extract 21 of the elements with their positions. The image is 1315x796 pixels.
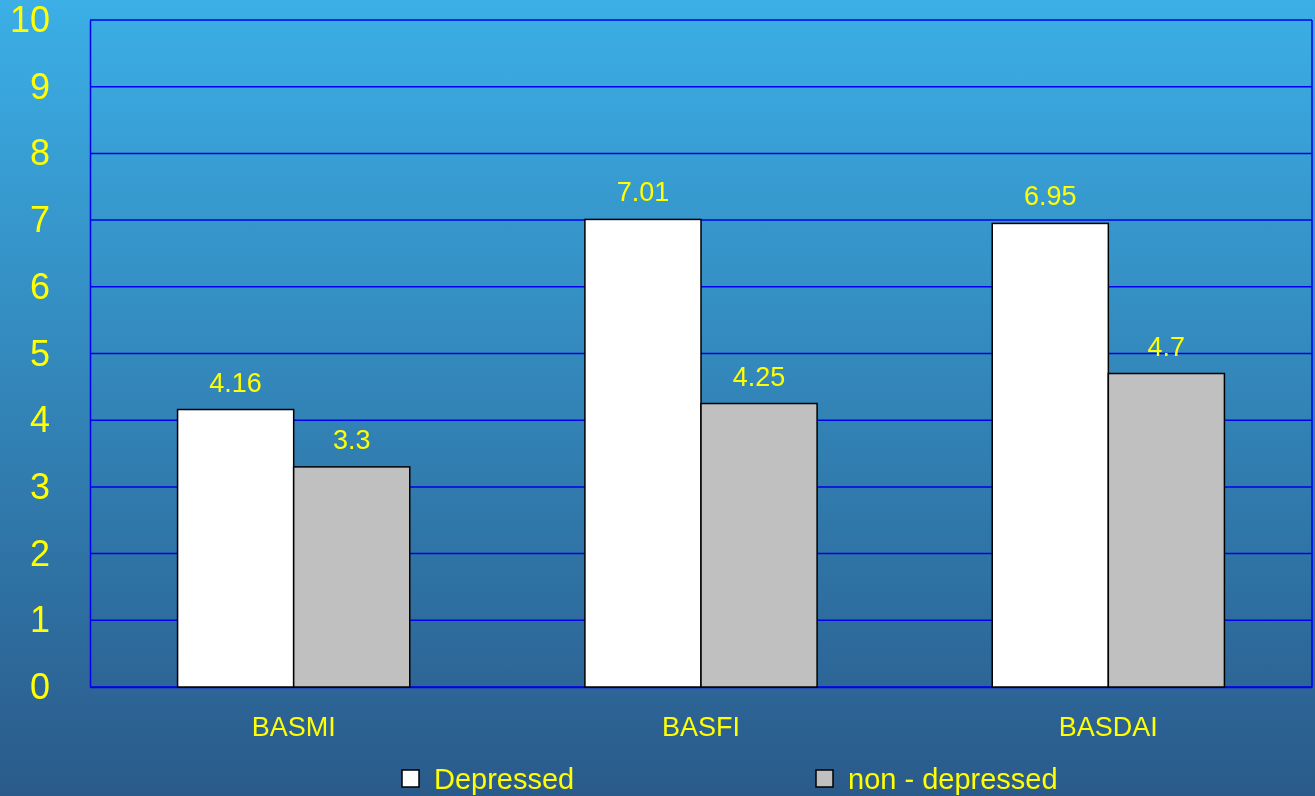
y-tick-label: 6: [29, 265, 50, 307]
data-label: 4.16: [209, 367, 262, 398]
y-tick-label: 0: [29, 666, 50, 708]
data-label: 6.95: [1024, 181, 1077, 212]
y-tick-label: 4: [29, 399, 50, 441]
y-tick-label: 3: [29, 465, 50, 507]
y-tick-label: 10: [9, 0, 50, 41]
y-tick-label: 1: [29, 599, 50, 641]
legend-label: non - depressed: [848, 763, 1058, 796]
y-tick-label: 7: [29, 199, 50, 241]
y-tick-label: 9: [29, 65, 50, 107]
data-label: 7.01: [616, 177, 670, 208]
x-tick-label: BASMI: [251, 712, 336, 743]
data-label: 4.25: [732, 361, 786, 392]
y-tick-label: 8: [29, 132, 50, 174]
legend-label: Depressed: [434, 763, 575, 796]
y-tick-label: 2: [29, 532, 50, 574]
x-tick-label: BASDAI: [1058, 712, 1158, 743]
y-tick-label: 5: [29, 332, 50, 374]
data-label: 3.3: [332, 424, 371, 455]
x-tick-label: BASFI: [661, 712, 741, 743]
